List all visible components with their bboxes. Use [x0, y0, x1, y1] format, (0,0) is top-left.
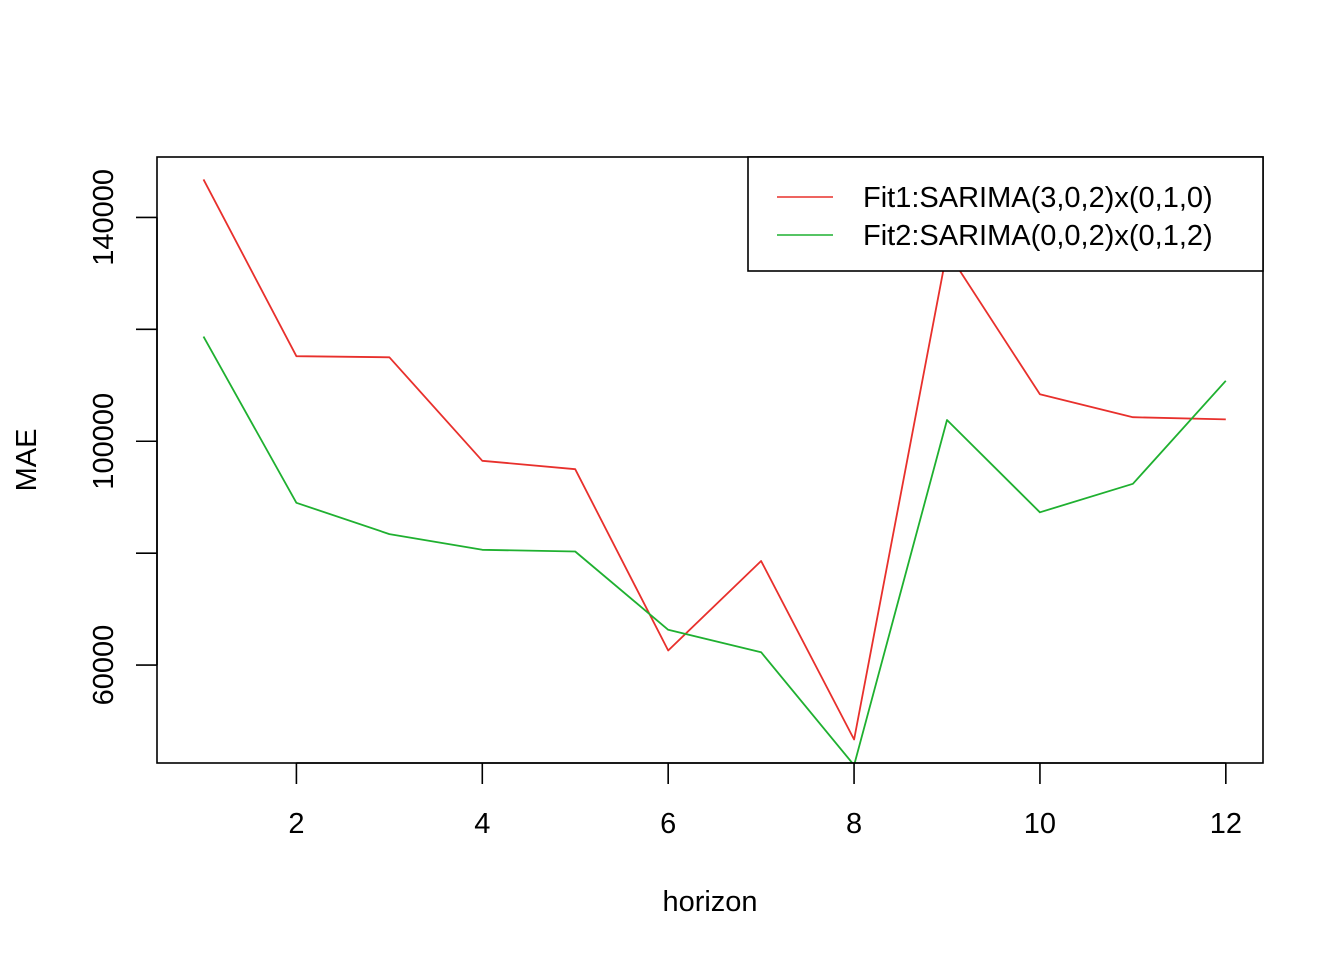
y-axis-label: MAE: [11, 429, 43, 492]
x-tick-label: 6: [660, 808, 676, 840]
plot-lines: [202, 178, 1227, 763]
y-tick-label: 100000: [88, 393, 120, 490]
x-axis-label: horizon: [662, 886, 757, 918]
legend-box: [747, 156, 1264, 272]
x-axis: 2 4 6 8 10 12: [288, 762, 1242, 840]
x-tick-label: 2: [288, 808, 304, 840]
legend-label-fit1: Fit1:SARIMA(3,0,2)x(0,1,0): [863, 182, 1213, 214]
x-tick-label: 10: [1024, 808, 1056, 840]
x-tick-label: 8: [846, 808, 862, 840]
x-tick-label: 12: [1210, 808, 1242, 840]
y-tick-label: 60000: [88, 625, 120, 706]
legend: Fit1:SARIMA(3,0,2)x(0,1,0) Fit2:SARIMA(0…: [747, 156, 1264, 272]
y-tick-label: 140000: [88, 169, 120, 266]
series-line-fit2: [202, 336, 1227, 763]
x-tick-label: 4: [474, 808, 490, 840]
legend-label-fit2: Fit2:SARIMA(0,0,2)x(0,1,2): [863, 220, 1213, 252]
series-line-fit1: [202, 178, 1226, 741]
y-axis: 60000 100000 140000: [88, 169, 158, 706]
